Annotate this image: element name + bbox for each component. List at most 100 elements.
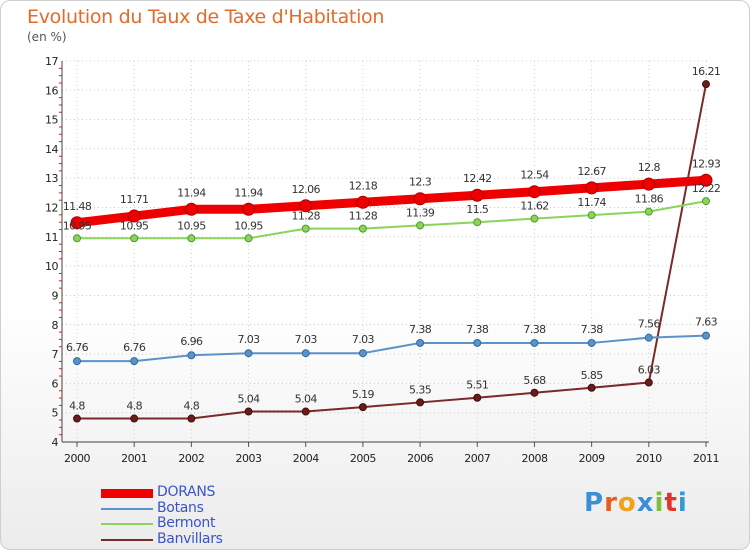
data-point — [587, 338, 596, 347]
data-point — [644, 207, 653, 216]
data-label: 11.71 — [120, 193, 149, 206]
data-label: 5.19 — [352, 388, 375, 401]
legend-swatch — [101, 538, 153, 541]
data-point — [473, 338, 482, 347]
data-label: 12.93 — [692, 157, 721, 170]
data-label: 11.94 — [177, 186, 206, 199]
data-point — [73, 414, 81, 423]
data-point — [530, 388, 539, 397]
x-tick-label: 2005 — [350, 452, 376, 465]
data-point — [70, 216, 84, 230]
chart-title: Evolution du Taux de Taxe d'Habitation — [27, 6, 385, 28]
data-label: 10.95 — [234, 219, 263, 232]
data-point — [530, 338, 539, 347]
data-point — [587, 211, 596, 220]
data-label: 11.86 — [635, 193, 664, 206]
data-label: 10.95 — [63, 219, 92, 232]
data-label: 7.03 — [352, 333, 375, 346]
series-line-dorans — [72, 175, 711, 228]
data-label: 12.54 — [520, 169, 549, 182]
y-tick-label: 17 — [45, 55, 58, 68]
data-point — [416, 221, 425, 230]
logo-letter: x — [636, 488, 655, 518]
data-point — [358, 403, 367, 412]
data-label: 7.56 — [638, 318, 661, 331]
data-label: 7.03 — [237, 333, 260, 346]
data-point — [187, 234, 196, 243]
data-label: 5.04 — [295, 393, 318, 406]
y-tick-label: 8 — [52, 319, 59, 332]
data-point — [585, 181, 599, 195]
y-tick-label: 6 — [52, 377, 59, 390]
data-point — [356, 195, 370, 209]
data-point — [642, 177, 656, 191]
data-point — [702, 197, 710, 206]
data-label: 5.68 — [523, 374, 546, 387]
data-point — [702, 80, 710, 89]
legend-label: Bermont — [157, 515, 216, 531]
data-label: 12.22 — [692, 182, 721, 195]
data-point — [301, 407, 310, 416]
series-line-botans — [76, 334, 707, 363]
data-point — [187, 414, 196, 423]
data-point — [301, 349, 310, 358]
data-label: 16.21 — [692, 65, 721, 78]
data-label: 12.3 — [409, 176, 432, 189]
data-label: 12.06 — [291, 183, 320, 196]
logo-letter: t — [664, 488, 678, 518]
y-tick-label: 4 — [52, 436, 59, 449]
data-point — [413, 192, 427, 206]
logo-letter: P — [584, 488, 605, 518]
data-point — [130, 357, 139, 366]
x-tick-label: 2007 — [464, 452, 490, 465]
data-point — [187, 351, 196, 360]
data-point — [130, 414, 139, 423]
data-point — [527, 185, 541, 199]
data-point — [358, 224, 367, 233]
y-tick-label: 14 — [45, 143, 58, 156]
data-point — [416, 398, 425, 407]
data-point — [473, 393, 482, 402]
data-label: 11.94 — [234, 186, 263, 199]
series-line-bermont — [76, 200, 707, 240]
x-tick-label: 2010 — [636, 452, 662, 465]
data-label: 5.51 — [466, 379, 488, 392]
legend-label: Banvillars — [157, 530, 223, 547]
data-label: 12.42 — [463, 172, 492, 185]
data-point — [184, 202, 198, 216]
data-point — [530, 214, 539, 223]
logo-letter: r — [604, 488, 618, 518]
data-label: 6.76 — [66, 341, 89, 354]
data-label: 12.18 — [349, 179, 378, 192]
data-point — [702, 331, 710, 340]
proxiti-logo: Proxiti — [584, 488, 688, 518]
data-label: 12.8 — [638, 161, 661, 174]
data-label: 11.62 — [520, 200, 549, 213]
data-label: 11.48 — [63, 200, 92, 213]
y-tick-label: 16 — [45, 84, 58, 97]
data-point — [130, 234, 139, 243]
data-label: 6.76 — [123, 341, 146, 354]
data-label: 7.38 — [409, 323, 432, 336]
x-tick-label: 2011 — [693, 452, 719, 465]
data-label: 10.95 — [120, 219, 149, 232]
data-point — [242, 202, 256, 216]
x-tick-label: 2006 — [407, 452, 433, 465]
data-point — [473, 218, 482, 227]
legend-swatch — [101, 488, 153, 498]
y-tick-label: 9 — [52, 289, 59, 302]
data-label: 7.03 — [295, 333, 318, 346]
data-point — [587, 383, 596, 392]
data-label: 5.35 — [409, 383, 432, 396]
data-label: 4.8 — [69, 400, 85, 413]
y-tick-label: 15 — [45, 114, 58, 127]
data-point — [644, 378, 653, 387]
logo-letter: o — [617, 488, 637, 518]
chart-unit: (en %) — [27, 30, 67, 44]
y-tick-label: 13 — [45, 172, 58, 185]
x-tick-label: 2002 — [178, 452, 204, 465]
data-point — [416, 338, 425, 347]
line-chart: 4 5 6 7 8 9 10 11 12 13 14 15 16 17 2000 2001 2002 2003 20… — [45, 55, 721, 465]
data-point — [644, 333, 653, 342]
